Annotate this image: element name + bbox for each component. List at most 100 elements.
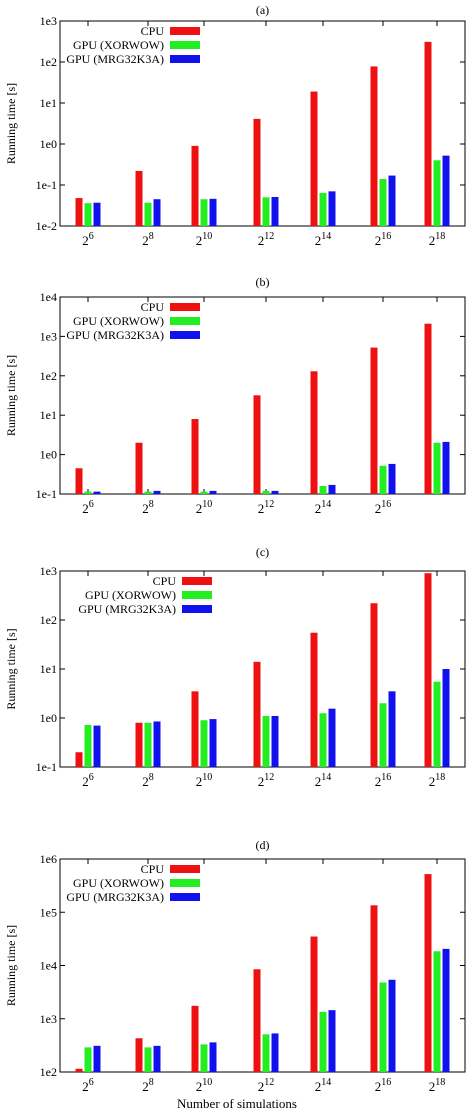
bar-gpu-mrg32k3a	[153, 199, 161, 226]
bar-gpu-xorwow	[379, 179, 387, 226]
x-tick-label: 26	[82, 231, 94, 248]
legend-swatch	[170, 303, 200, 311]
bar-cpu	[135, 442, 143, 494]
bar-cpu	[253, 118, 261, 226]
bar-gpu-mrg32k3a	[442, 948, 450, 1072]
bar-gpu-xorwow	[200, 720, 208, 767]
x-tick-label: 214	[315, 772, 332, 789]
bar-gpu-xorwow	[200, 491, 208, 494]
bar-cpu	[135, 722, 143, 767]
bar-gpu-mrg32k3a	[442, 441, 450, 494]
bar-gpu-mrg32k3a	[93, 202, 101, 226]
bar-gpu-xorwow	[433, 160, 441, 226]
bar-gpu-mrg32k3a	[209, 490, 217, 494]
bar-gpu-mrg32k3a	[388, 175, 396, 226]
y-axis-label: Running time [s]	[4, 925, 18, 1006]
legend-label: GPU (XORWOW)	[73, 876, 164, 890]
y-tick-label: 1e5	[40, 905, 57, 919]
bar-gpu-xorwow	[144, 1047, 152, 1072]
panel-label: (d)	[256, 838, 270, 852]
bar-gpu-xorwow	[144, 202, 152, 226]
bar-gpu-xorwow	[144, 491, 152, 494]
bar-gpu-mrg32k3a	[388, 691, 396, 767]
x-tick-label: 26	[82, 1077, 94, 1094]
bar-gpu-mrg32k3a	[388, 979, 396, 1072]
y-tick-label: 1e0	[40, 711, 57, 725]
bar-gpu-xorwow	[379, 982, 387, 1072]
bar-gpu-xorwow	[200, 199, 208, 226]
bar-cpu	[191, 419, 199, 494]
bar-gpu-xorwow	[319, 1011, 327, 1072]
bar-cpu	[310, 936, 318, 1072]
legend-swatch	[170, 879, 200, 887]
y-tick-label: 1e2	[40, 1065, 57, 1079]
x-tick-label: 216	[375, 499, 392, 516]
panel-label: (c)	[256, 545, 269, 559]
bar-gpu-mrg32k3a	[328, 191, 336, 226]
y-tick-label: 1e1	[40, 408, 57, 422]
y-tick-label: 1e2	[40, 613, 57, 627]
legend-swatch	[182, 591, 212, 599]
bar-gpu-xorwow	[433, 681, 441, 767]
legend-label: CPU	[141, 300, 165, 314]
x-tick-label: 218	[429, 231, 446, 248]
x-tick-label: 214	[315, 231, 332, 248]
x-tick-label: 28	[142, 499, 154, 516]
bar-gpu-mrg32k3a	[388, 463, 396, 494]
x-tick-label: 216	[375, 231, 392, 248]
bar-gpu-mrg32k3a	[442, 155, 450, 226]
legend-swatch	[170, 27, 200, 35]
bar-cpu	[75, 1068, 83, 1072]
bar-gpu-xorwow	[262, 715, 270, 767]
bar-gpu-xorwow	[84, 203, 92, 226]
bar-cpu	[253, 395, 261, 494]
bar-gpu-mrg32k3a	[93, 491, 101, 494]
bar-cpu	[310, 91, 318, 226]
bar-gpu-xorwow	[319, 485, 327, 494]
bar-gpu-mrg32k3a	[328, 484, 336, 494]
bar-gpu-mrg32k3a	[442, 669, 450, 767]
bar-gpu-mrg32k3a	[328, 1010, 336, 1072]
bar-cpu	[310, 371, 318, 494]
x-axis-title: Number of simulations	[177, 1096, 297, 1111]
x-tick-label: 28	[142, 1077, 154, 1094]
bar-cpu	[135, 170, 143, 226]
legend-label: GPU (XORWOW)	[73, 314, 164, 328]
x-tick-label: 212	[258, 231, 275, 248]
legend-swatch	[170, 893, 200, 901]
x-tick-label: 26	[82, 772, 94, 789]
x-tick-label: 218	[429, 772, 446, 789]
y-axis-label: Running time [s]	[4, 628, 18, 709]
bar-gpu-xorwow	[262, 1034, 270, 1072]
y-tick-label: 1e-1	[36, 487, 57, 501]
bar-gpu-mrg32k3a	[271, 715, 279, 767]
legend-label: GPU (MRG32K3A)	[66, 52, 164, 66]
bar-cpu	[135, 1038, 143, 1072]
x-tick-label: 216	[375, 1077, 392, 1094]
y-tick-label: 1e6	[40, 852, 57, 866]
x-tick-label: 210	[196, 231, 213, 248]
bar-gpu-mrg32k3a	[271, 1033, 279, 1072]
bar-gpu-mrg32k3a	[93, 725, 101, 767]
bar-gpu-xorwow	[433, 951, 441, 1072]
bar-gpu-mrg32k3a	[209, 719, 217, 767]
bar-gpu-mrg32k3a	[271, 196, 279, 226]
bar-gpu-xorwow	[84, 724, 92, 767]
x-tick-label: 28	[142, 772, 154, 789]
bar-cpu	[191, 145, 199, 226]
bar-cpu	[424, 323, 432, 494]
bar-cpu	[424, 41, 432, 226]
x-tick-label: 214	[315, 499, 332, 516]
bar-cpu	[75, 752, 83, 767]
bar-cpu	[310, 632, 318, 767]
y-tick-label: 1e1	[40, 96, 57, 110]
chart-panel-c: (c) 1e-1 1e0 1e1 1e2 1e3 Running time [s] 26 28 2…	[4, 545, 466, 789]
y-tick-label: 1e0	[40, 137, 57, 151]
bar-gpu-xorwow	[319, 192, 327, 226]
bar-gpu-mrg32k3a	[93, 1045, 101, 1072]
bar-gpu-xorwow	[379, 465, 387, 494]
bar-gpu-xorwow	[200, 1044, 208, 1072]
legend-swatch	[182, 577, 212, 585]
y-axis-label: Running time [s]	[4, 355, 18, 436]
bar-gpu-xorwow	[319, 713, 327, 767]
